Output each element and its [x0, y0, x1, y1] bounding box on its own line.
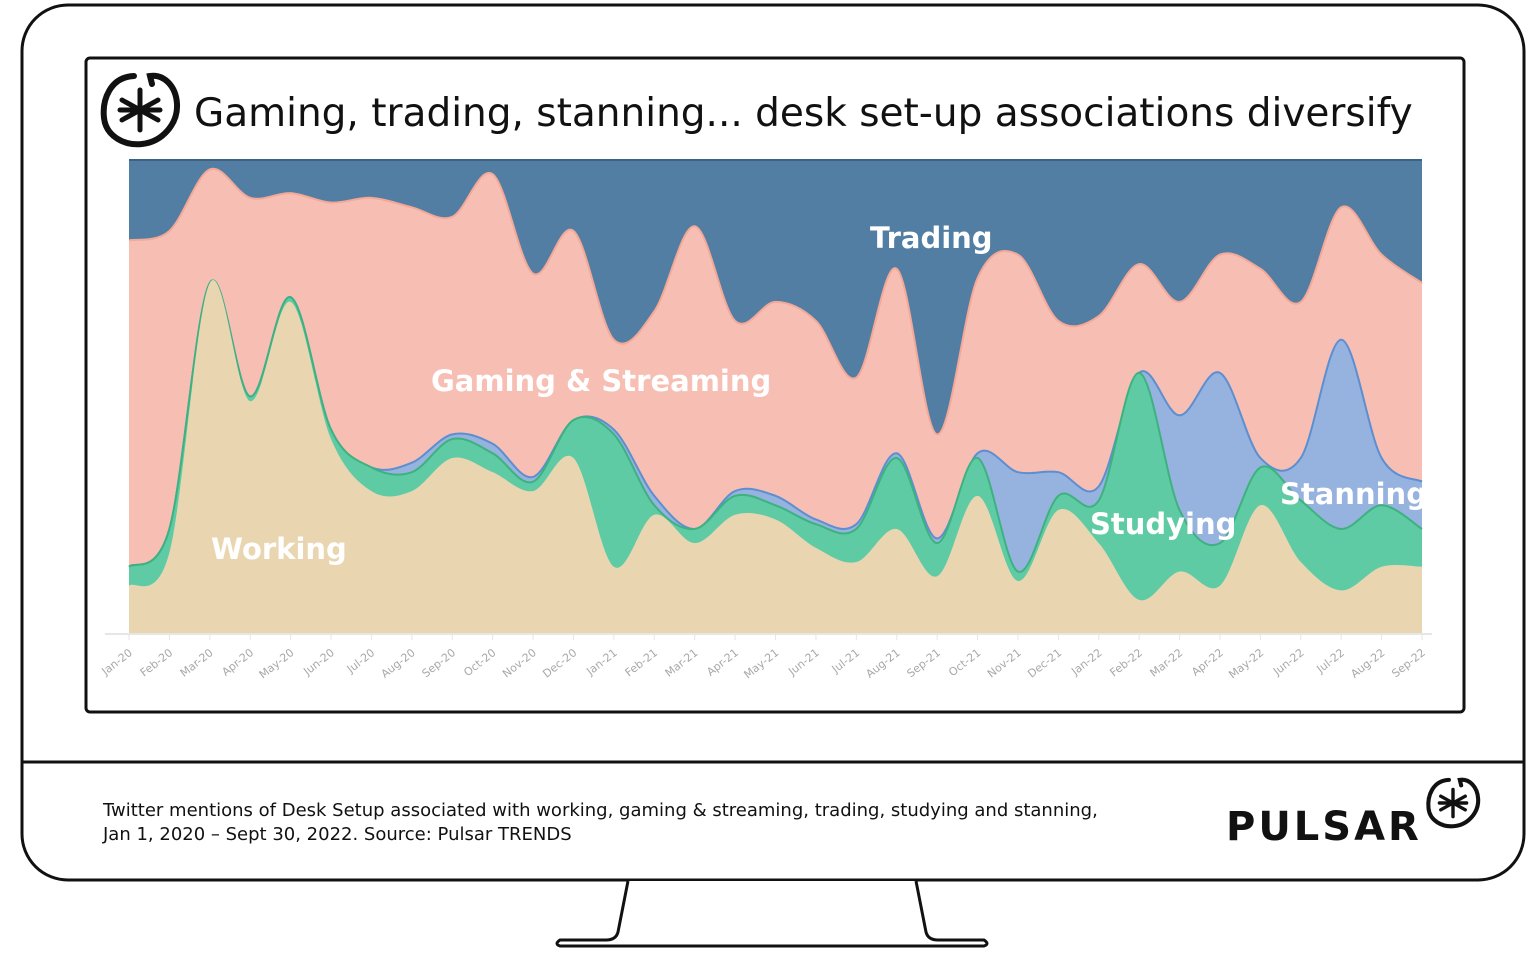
series-label-studying: Studying: [1090, 507, 1236, 541]
caption-line-2: Jan 1, 2020 – Sept 30, 2022. Source: Pul…: [102, 824, 572, 845]
line-studying: [128, 279, 1423, 573]
pulsar-wordmark: PULSAR: [1226, 804, 1422, 850]
series-label-trading: Trading: [870, 221, 993, 255]
series-label-stanning: Stanning: [1280, 477, 1427, 511]
pulsar-logo-icon: [100, 72, 181, 148]
monitor-stand: [555, 880, 989, 948]
line-gaming-streaming: [128, 167, 1423, 436]
pulsar-asterisk-icon: [1426, 777, 1481, 829]
chart-title: Gaming, trading, stanning... desk set-up…: [194, 91, 1413, 136]
series-label-gaming: Gaming & Streaming: [431, 364, 771, 398]
series-label-working: Working: [211, 532, 347, 566]
caption-line-1: Twitter mentions of Desk Setup associate…: [102, 800, 1098, 821]
area-working: [129, 279, 1422, 633]
stacked-area-plot: [128, 159, 1423, 633]
